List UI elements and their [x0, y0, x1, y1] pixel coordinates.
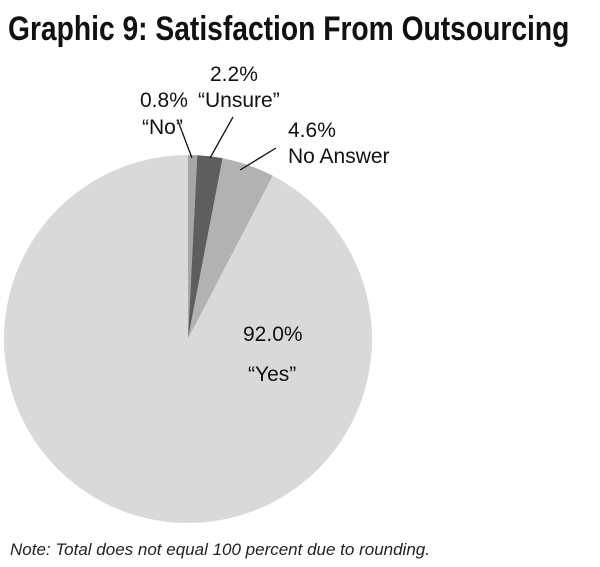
no-value-label: 0.8%: [140, 89, 188, 112]
yes-label: “Yes”: [248, 363, 296, 386]
chart-title: Graphic 9: Satisfaction From Outsourcing: [8, 10, 570, 48]
pie-slice-2: [188, 158, 273, 339]
pie-slice-0: [188, 155, 198, 339]
unsure-value-label: 2.2%: [210, 63, 258, 86]
leader-line-no: [177, 120, 193, 159]
yes-value-label: 92.0%: [243, 323, 303, 346]
leader-line-unsure: [209, 116, 234, 159]
no-answer-value-label: 4.6%: [288, 119, 336, 142]
pie-slice-1: [188, 155, 223, 339]
no-label: “No”: [142, 116, 183, 139]
pie-slice-3: [4, 155, 373, 524]
leader-line-no-answer: [239, 147, 277, 171]
footnote: Note: Total does not equal 100 percent d…: [10, 540, 430, 559]
no-answer-label: No Answer: [288, 145, 390, 168]
unsure-label: “Unsure”: [198, 89, 280, 112]
